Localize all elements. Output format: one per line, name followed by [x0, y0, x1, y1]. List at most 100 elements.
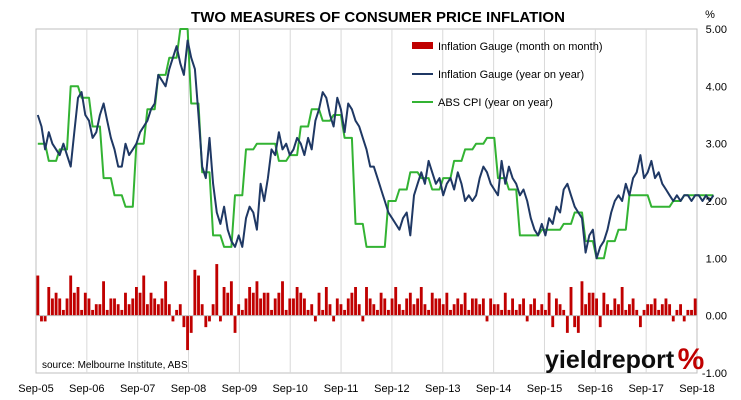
bar-month-on-month — [496, 304, 500, 316]
bar-month-on-month — [540, 304, 544, 316]
x-tick-label: Sep-17 — [628, 383, 663, 395]
bar-month-on-month — [131, 298, 135, 316]
bar-month-on-month — [383, 298, 387, 316]
bar-month-on-month — [419, 287, 423, 316]
bar-month-on-month — [686, 309, 690, 316]
bar-month-on-month — [229, 281, 233, 316]
bar-month-on-month — [295, 287, 299, 316]
bar-month-on-month — [576, 315, 580, 333]
legend-label-gauge-yoy: Inflation Gauge (year on year) — [438, 69, 584, 81]
bar-month-on-month — [87, 298, 91, 316]
bar-month-on-month — [602, 292, 606, 316]
y-tick-label: 0.00 — [706, 311, 727, 323]
chart-title: TWO MEASURES OF CONSUMER PRICE INFLATION — [191, 9, 565, 26]
y-tick-label: 2.00 — [706, 196, 727, 208]
yieldreport-logo: yieldreport % — [545, 343, 704, 376]
bar-month-on-month — [525, 315, 529, 322]
bar-month-on-month — [193, 269, 197, 316]
bar-month-on-month — [551, 315, 555, 328]
x-tick-label: Sep-11 — [324, 383, 359, 395]
bar-month-on-month — [302, 298, 306, 316]
bar-month-on-month — [646, 304, 650, 316]
bar-month-on-month — [620, 287, 624, 316]
bar-month-on-month — [449, 309, 452, 316]
bar-month-on-month — [573, 315, 577, 328]
x-tick-label: Sep-18 — [679, 383, 714, 395]
bar-month-on-month — [598, 315, 602, 328]
bar-month-on-month — [335, 298, 339, 316]
bar-month-on-month — [474, 298, 478, 316]
bar-month-on-month — [361, 315, 365, 322]
line-gauge-year-on-year — [36, 39, 715, 260]
bar-month-on-month — [565, 315, 569, 333]
line-abs-cpi-year-on-year — [37, 28, 714, 260]
bar-month-on-month — [219, 315, 222, 322]
x-tick-label: Sep-05 — [18, 383, 53, 395]
bar-month-on-month — [376, 309, 379, 316]
bar-month-on-month — [430, 292, 434, 316]
bar-month-on-month — [116, 304, 120, 316]
bar-month-on-month — [536, 309, 540, 316]
bar-month-on-month — [617, 304, 620, 316]
logo-percent-symbol: % — [678, 343, 705, 376]
bar-month-on-month — [284, 309, 288, 316]
bar-month-on-month — [189, 315, 193, 333]
bar-month-on-month — [156, 304, 160, 316]
bar-month-on-month — [61, 309, 65, 316]
bar-month-on-month — [507, 309, 511, 316]
bar-month-on-month — [317, 292, 321, 316]
bar-month-on-month — [51, 298, 54, 316]
y-axis-unit-label: % — [705, 9, 715, 21]
bar-month-on-month — [248, 287, 252, 316]
y-tick-label: -1.00 — [702, 368, 727, 380]
bar-month-on-month — [343, 309, 347, 316]
bar-month-on-month — [145, 304, 149, 316]
bar-month-on-month — [273, 298, 277, 316]
bar-month-on-month — [215, 264, 219, 316]
y-tick-label: 5.00 — [706, 24, 727, 36]
bar-month-on-month — [562, 309, 566, 316]
x-tick-label: Sep-09 — [222, 383, 257, 395]
bar-month-on-month — [226, 292, 230, 316]
bar-month-on-month — [518, 304, 522, 316]
bar-month-on-month — [591, 292, 595, 316]
legend: Inflation Gauge (month on month) Inflati… — [412, 41, 602, 109]
bar-month-on-month — [522, 298, 525, 316]
bar-month-on-month — [80, 309, 84, 316]
bar-month-on-month — [76, 287, 80, 316]
bar-month-on-month — [91, 309, 95, 316]
bar-month-on-month — [65, 298, 69, 316]
bar-month-on-month — [94, 304, 98, 316]
bar-month-on-month — [427, 309, 431, 316]
bar-month-on-month — [354, 287, 357, 316]
bar-month-on-month — [83, 292, 87, 316]
bar-month-on-month — [463, 292, 467, 316]
bar-month-on-month — [281, 281, 284, 316]
line-series-group — [36, 28, 715, 260]
y-axis-ticks: 5.00 4.00 3.00 2.00 1.00 0.00 -1.00 — [702, 24, 727, 380]
bar-month-on-month — [292, 298, 295, 316]
bar-month-on-month — [313, 315, 317, 322]
bar-month-on-month — [533, 298, 536, 316]
bar-month-on-month — [142, 275, 146, 316]
bar-month-on-month — [310, 304, 314, 316]
bar-month-on-month — [138, 292, 142, 316]
x-tick-label: Sep-08 — [171, 383, 206, 395]
bar-month-on-month — [328, 304, 332, 316]
bar-month-on-month — [69, 275, 73, 316]
bar-month-on-month — [346, 298, 350, 316]
bar-month-on-month — [441, 304, 445, 316]
bar-month-on-month — [175, 309, 179, 316]
x-axis-ticks: Sep-05 Sep-06 Sep-07 Sep-08 Sep-09 Sep-10 Sep-… — [18, 383, 714, 395]
x-tick-label: Sep-12 — [374, 383, 409, 395]
bar-month-on-month — [54, 292, 58, 316]
x-tick-label: Sep-10 — [272, 383, 307, 395]
bar-month-on-month — [460, 304, 463, 316]
bar-month-on-month — [204, 315, 208, 328]
bar-month-on-month — [127, 304, 131, 316]
bar-month-on-month — [58, 298, 62, 316]
bar-month-on-month — [595, 298, 598, 316]
bar-month-on-month — [120, 309, 124, 316]
bar-month-on-month — [47, 287, 51, 316]
bar-month-on-month — [40, 315, 43, 322]
